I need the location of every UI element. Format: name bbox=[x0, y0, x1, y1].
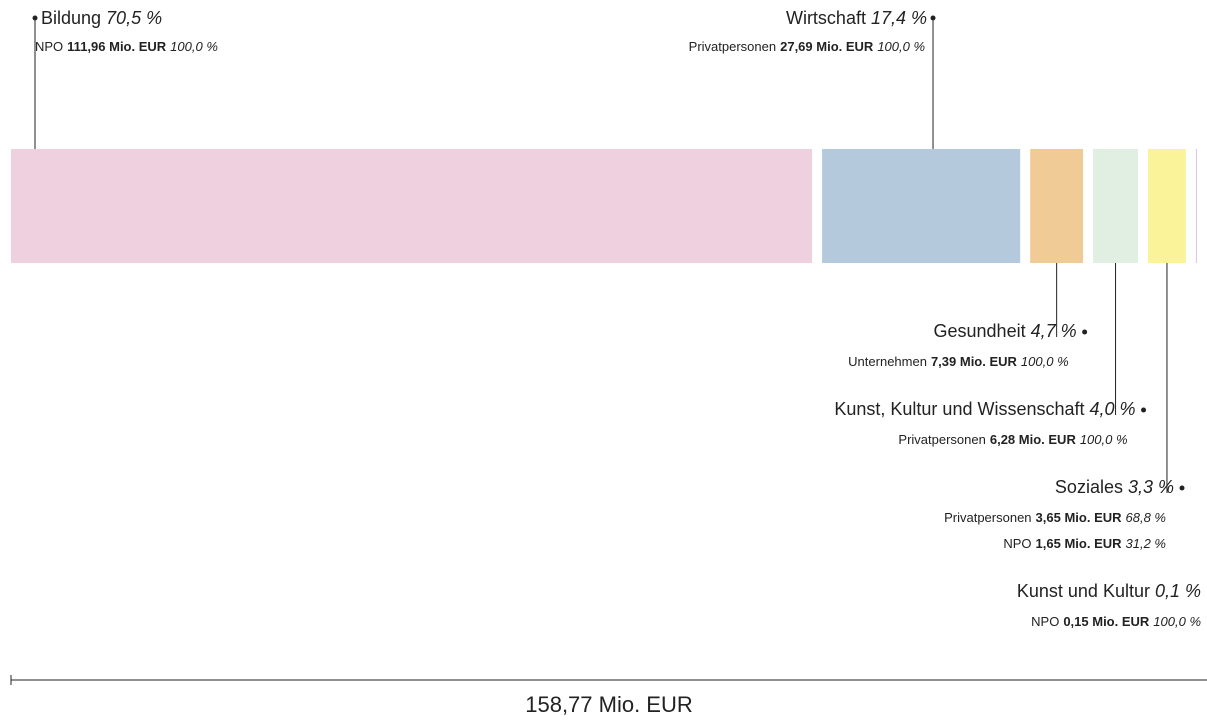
part-label: Privatpersonen 27,69 Mio. EUR 100,0 % bbox=[689, 39, 925, 54]
segment-label: Wirtschaft 17,4 % bbox=[786, 8, 927, 28]
segment-share: 3,3 % bbox=[1128, 477, 1174, 497]
segment-name: Bildung bbox=[41, 8, 101, 28]
part-name: Privatpersonen bbox=[944, 510, 1031, 525]
part-name: Unternehmen bbox=[848, 354, 927, 369]
part-label: NPO 1,65 Mio. EUR 31,2 % bbox=[1003, 536, 1166, 551]
segment-name: Gesundheit bbox=[934, 321, 1026, 341]
bar-segment bbox=[1093, 149, 1139, 263]
part-name: NPO bbox=[35, 39, 63, 54]
segment-share: 70,5 % bbox=[106, 8, 162, 28]
part-label: NPO 111,96 Mio. EUR 100,0 % bbox=[35, 39, 218, 54]
part-amount: 7,39 Mio. EUR bbox=[931, 354, 1018, 369]
segment-label: Kunst und Kultur 0,1 % bbox=[1017, 581, 1201, 601]
total-label: 158,77 Mio. EUR bbox=[525, 692, 693, 717]
bar-segment bbox=[1195, 149, 1197, 263]
part-label: Privatpersonen 6,28 Mio. EUR 100,0 % bbox=[898, 432, 1127, 447]
segment-share: 4,7 % bbox=[1031, 321, 1077, 341]
bar-segment bbox=[822, 149, 1021, 263]
part-share: 68,8 % bbox=[1126, 510, 1166, 525]
segment-name: Soziales bbox=[1055, 477, 1123, 497]
segment-share: 17,4 % bbox=[871, 8, 927, 28]
bar-segment bbox=[1148, 149, 1186, 263]
part-amount: 0,15 Mio. EUR bbox=[1063, 614, 1150, 629]
leader-dot bbox=[1179, 485, 1185, 491]
part-share: 100,0 % bbox=[1153, 614, 1201, 629]
part-amount: 111,96 Mio. EUR bbox=[67, 39, 167, 54]
segment-name: Kunst, Kultur und Wissenschaft bbox=[834, 399, 1084, 419]
segment-name: Kunst und Kultur bbox=[1017, 581, 1150, 601]
segment-label: Kunst, Kultur und Wissenschaft 4,0 % bbox=[834, 399, 1135, 419]
part-name: NPO bbox=[1031, 614, 1059, 629]
bar-segment bbox=[1030, 149, 1084, 263]
leader-dot bbox=[930, 15, 936, 21]
part-label: NPO 0,15 Mio. EUR 100,0 % bbox=[1031, 614, 1201, 629]
part-label: Unternehmen 7,39 Mio. EUR 100,0 % bbox=[848, 354, 1068, 369]
part-share: 100,0 % bbox=[877, 39, 925, 54]
part-amount: 3,65 Mio. EUR bbox=[1036, 510, 1123, 525]
part-share: 100,0 % bbox=[170, 39, 218, 54]
bar-segment bbox=[11, 149, 813, 263]
segment-label: Gesundheit 4,7 % bbox=[934, 321, 1077, 341]
part-amount: 27,69 Mio. EUR bbox=[780, 39, 874, 54]
part-share: 100,0 % bbox=[1080, 432, 1128, 447]
segment-share: 4,0 % bbox=[1090, 399, 1136, 419]
part-amount: 1,65 Mio. EUR bbox=[1036, 536, 1123, 551]
part-share: 31,2 % bbox=[1126, 536, 1166, 551]
segment-label: Bildung 70,5 % bbox=[41, 8, 162, 28]
segment-share: 0,1 % bbox=[1155, 581, 1201, 601]
segment-name: Wirtschaft bbox=[786, 8, 866, 28]
segment-label: Soziales 3,3 % bbox=[1055, 477, 1174, 497]
part-name: Privatpersonen bbox=[689, 39, 776, 54]
part-label: Privatpersonen 3,65 Mio. EUR 68,8 % bbox=[944, 510, 1166, 525]
part-amount: 6,28 Mio. EUR bbox=[990, 432, 1077, 447]
leader-dot bbox=[32, 15, 38, 21]
part-share: 100,0 % bbox=[1021, 354, 1069, 369]
part-name: NPO bbox=[1003, 536, 1031, 551]
leader-dot bbox=[1082, 329, 1088, 335]
leader-dot bbox=[1141, 407, 1147, 413]
part-name: Privatpersonen bbox=[898, 432, 985, 447]
